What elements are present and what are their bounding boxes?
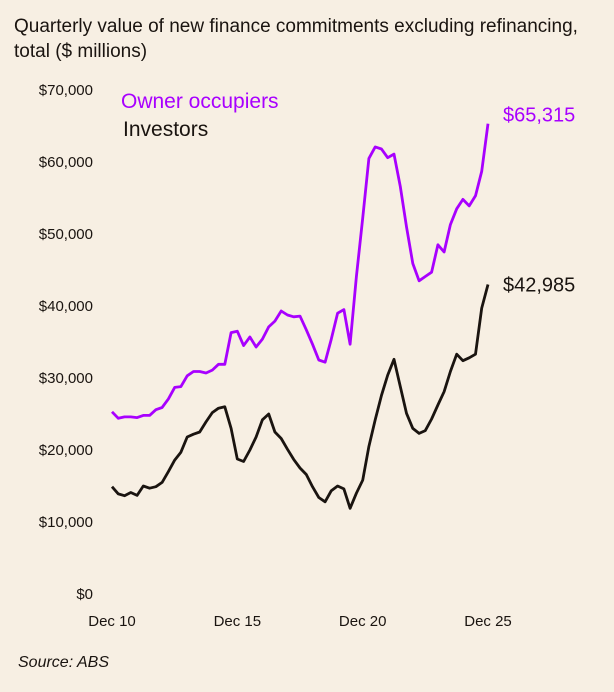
- y-tick-label: $70,000: [39, 82, 93, 99]
- y-tick-label: $40,000: [39, 298, 93, 315]
- legend-entry: Investors: [123, 118, 208, 141]
- x-tick-label: Dec 25: [464, 613, 512, 630]
- y-tick-label: $30,000: [39, 370, 93, 387]
- y-tick-label: $10,000: [39, 514, 93, 531]
- y-tick-label: $50,000: [39, 226, 93, 243]
- chart-title: Quarterly value of new finance commitmen…: [14, 16, 578, 62]
- x-tick-label: Dec 15: [214, 613, 262, 630]
- end-value-label: $65,315: [503, 105, 575, 127]
- series-line-owner-occupiers: [110, 123, 490, 420]
- end-value-label: $42,985: [503, 275, 575, 297]
- series-line-investors: [110, 284, 490, 510]
- legend-entry: Owner occupiers: [121, 90, 279, 113]
- y-tick-label: $60,000: [39, 154, 93, 171]
- source-note: Source: ABS: [18, 654, 110, 671]
- y-tick-label: $20,000: [39, 442, 93, 459]
- x-tick-label: Dec 20: [339, 613, 387, 630]
- x-tick-label: Dec 10: [88, 613, 136, 630]
- y-tick-label: $0: [76, 586, 93, 603]
